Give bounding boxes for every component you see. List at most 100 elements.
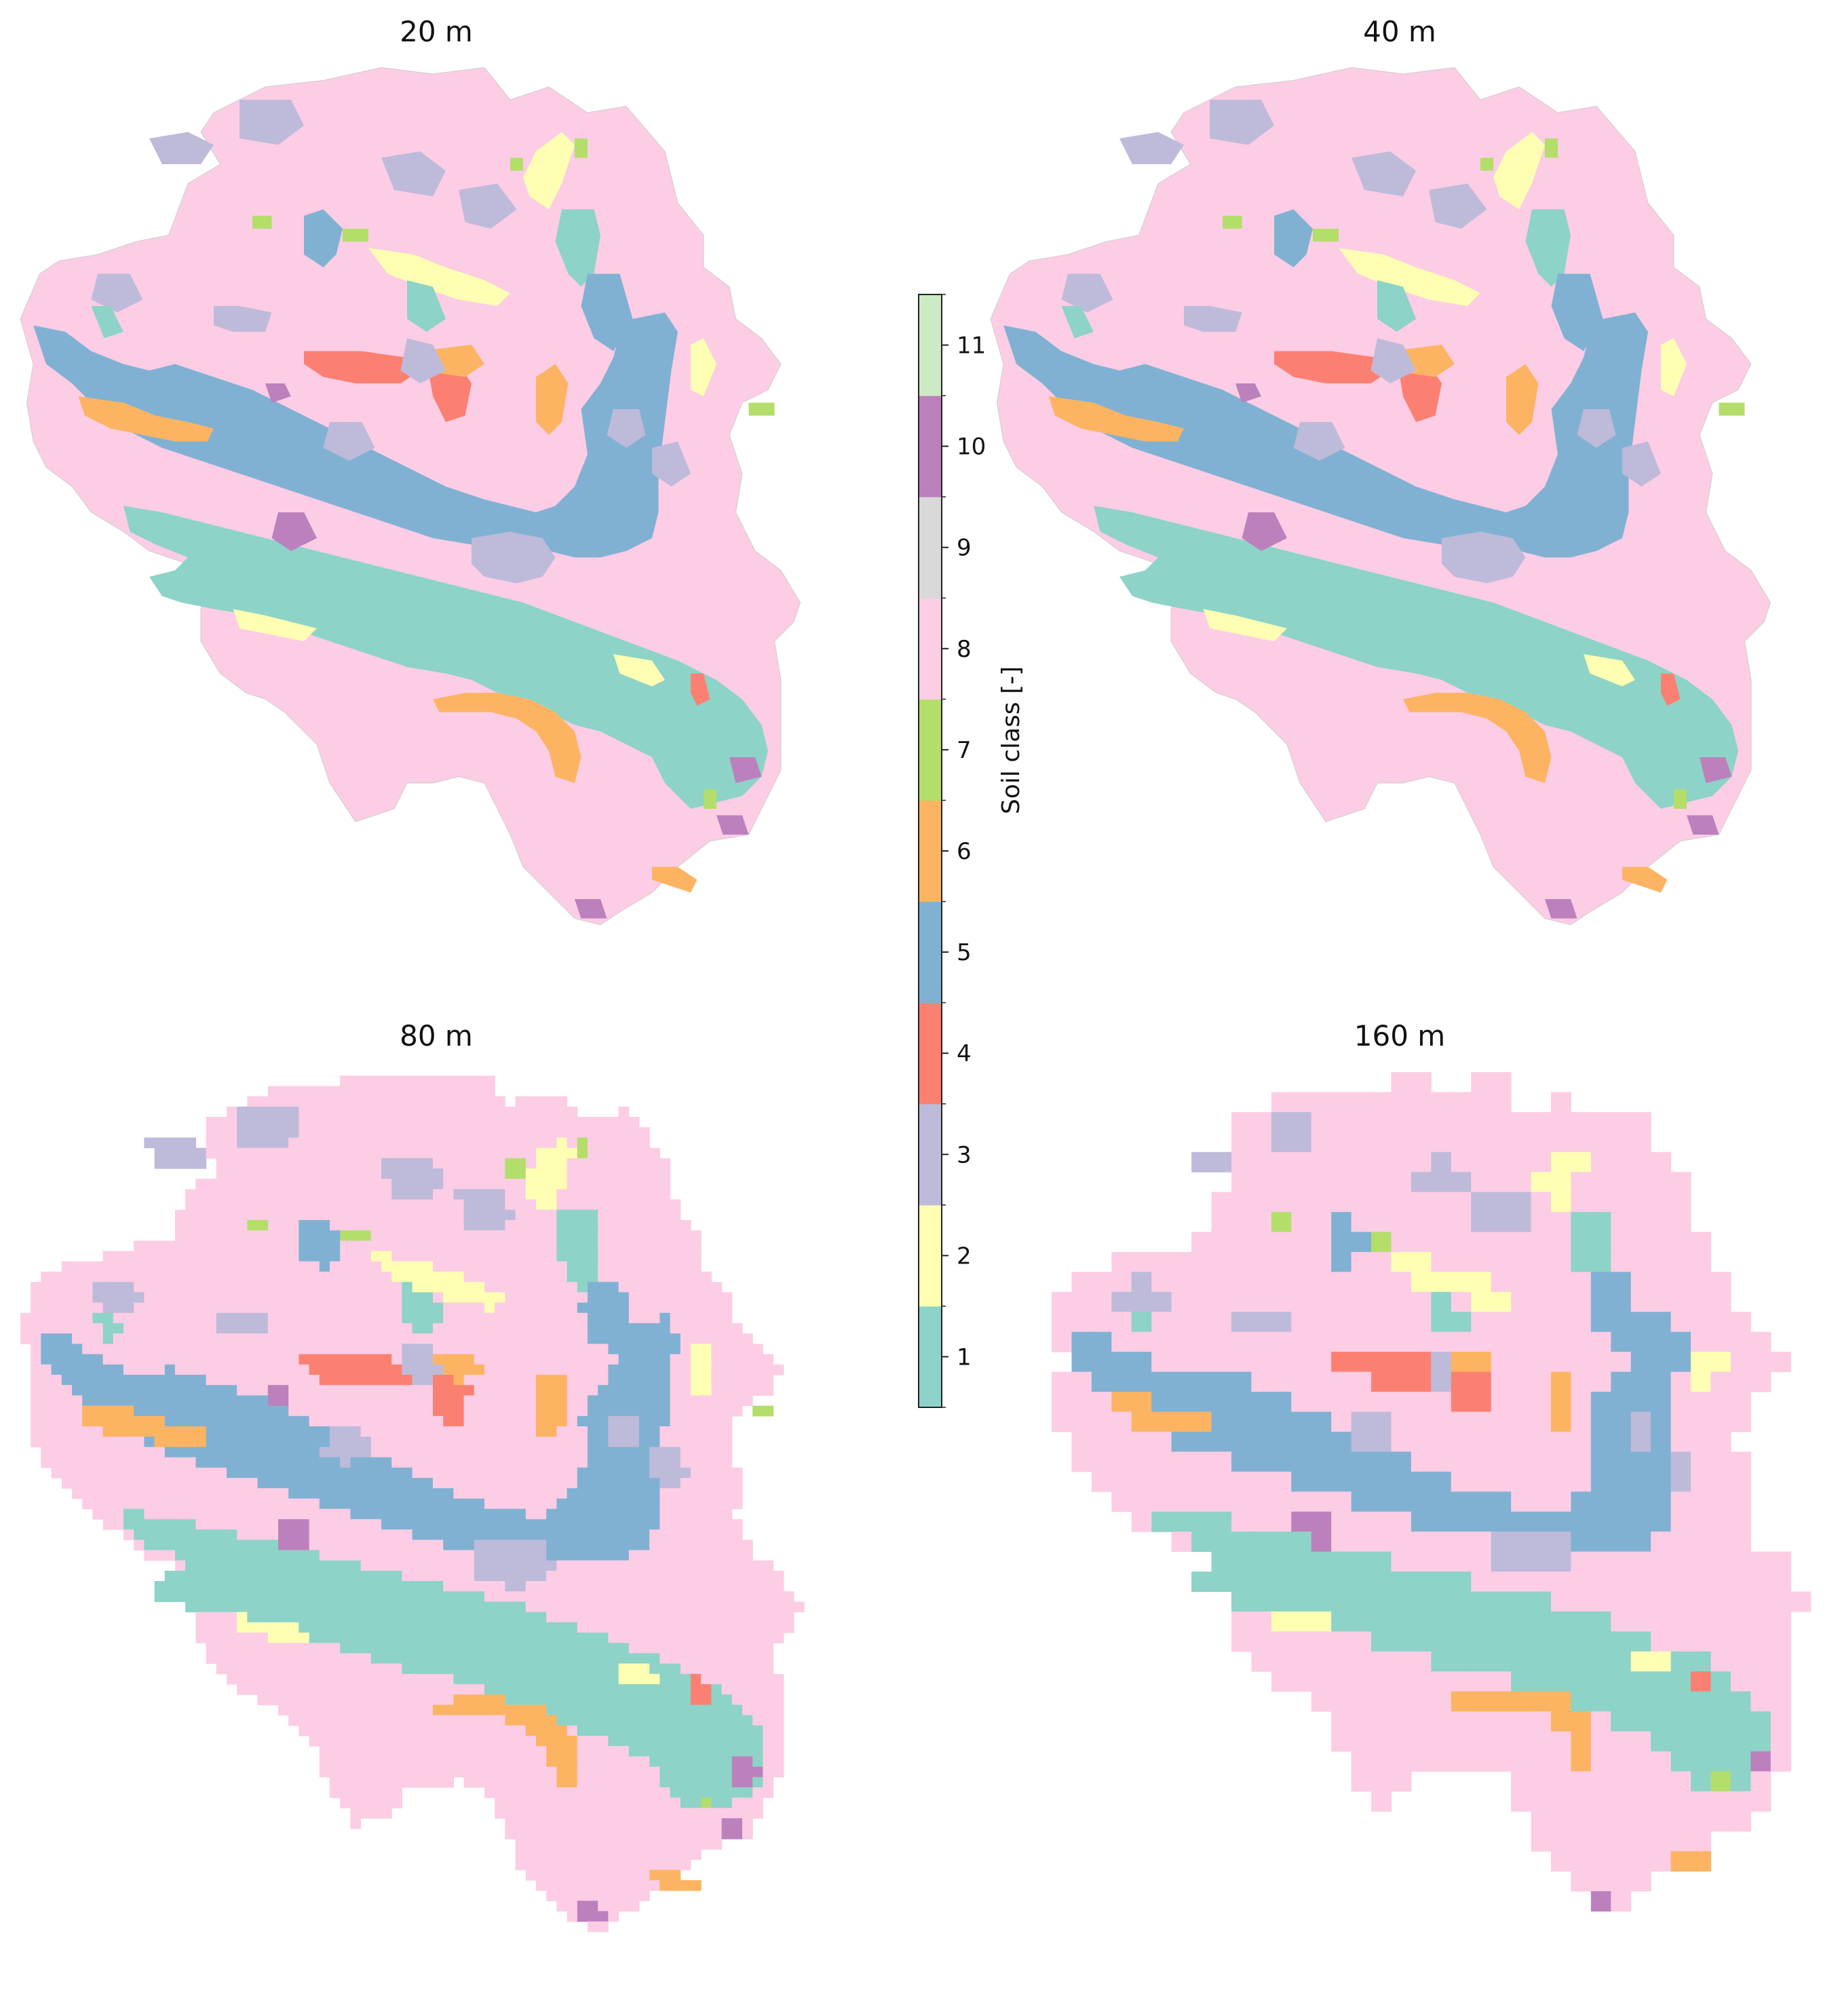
soil-pixel-class-8 — [381, 1550, 392, 1561]
soil-pixel-class-8 — [227, 1612, 237, 1623]
soil-pixel-class-8 — [72, 1272, 83, 1282]
soil-pixel-class-8 — [649, 1240, 660, 1252]
soil-pixel-class-8 — [340, 1705, 351, 1716]
soil-pixel-class-8 — [1231, 1111, 1252, 1133]
soil-pixel-class-8 — [721, 1570, 733, 1582]
soil-pixel-class-8 — [402, 1127, 413, 1138]
soil-pixel-class-3 — [536, 1560, 547, 1572]
soil-pixel-class-1 — [185, 1560, 196, 1572]
soil-pixel-class-8 — [350, 1292, 362, 1304]
soil-pixel-class-5 — [608, 1478, 619, 1489]
soil-pixel-class-8 — [1531, 1431, 1552, 1452]
soil-pixel-class-1 — [247, 1591, 258, 1602]
soil-pixel-class-8 — [680, 1272, 691, 1282]
soil-pixel-class-6 — [164, 1437, 176, 1447]
soil-pixel-class-5 — [618, 1498, 630, 1510]
soil-pixel-class-1 — [691, 1715, 702, 1726]
soil-pixel-class-1 — [731, 1746, 743, 1757]
soil-pixel-class-8 — [391, 1385, 402, 1396]
soil-pixel-class-1 — [536, 1643, 547, 1654]
soil-pixel-class-1 — [691, 1746, 702, 1757]
soil-pixel-class-6 — [1131, 1411, 1152, 1432]
soil-pixel-class-8 — [701, 1312, 712, 1324]
soil-pixel-class-8 — [711, 1333, 723, 1344]
soil-pixel-class-1 — [412, 1591, 423, 1602]
soil-pixel-class-5 — [1630, 1312, 1651, 1333]
soil-pixel-class-8 — [216, 1344, 227, 1355]
soil-pixel-class-8 — [319, 1756, 330, 1768]
soil-pixel-class-8 — [1611, 1232, 1632, 1253]
soil-pixel-class-8 — [195, 1272, 207, 1282]
soil-pixel-class-8 — [639, 1312, 650, 1324]
soil-pixel-class-5 — [1271, 1392, 1292, 1413]
soil-pixel-class-1 — [505, 1633, 516, 1643]
soil-pixel-class-8 — [443, 1220, 454, 1231]
soil-pixel-class-8 — [453, 1766, 465, 1778]
soil-pixel-class-5 — [618, 1375, 630, 1386]
soil-pixel-class-8 — [608, 1199, 619, 1211]
soil-pixel-class-8 — [691, 1395, 702, 1407]
soil-pixel-class-8 — [495, 1106, 505, 1118]
soil-pixel-class-8 — [195, 1209, 207, 1221]
soil-pixel-class-8 — [206, 1240, 217, 1252]
soil-pixel-class-8 — [267, 1364, 279, 1375]
soil-pixel-class-4 — [319, 1364, 330, 1375]
soil-pixel-class-8 — [370, 1137, 382, 1149]
soil-pixel-class-8 — [340, 1147, 351, 1159]
soil-pixel-class-6 — [525, 1715, 537, 1726]
soil-pixel-class-8 — [608, 1158, 619, 1169]
soil-pixel-class-8 — [577, 1849, 588, 1860]
soil-pixel-class-8 — [1531, 1132, 1552, 1153]
soil-pixel-class-8 — [463, 1776, 475, 1788]
soil-pixel-class-8 — [433, 1447, 444, 1458]
soil-pixel-class-6 — [659, 1880, 671, 1891]
soil-pixel-class-1 — [443, 1601, 454, 1613]
soil-pixel-class-8 — [360, 1240, 372, 1252]
soil-pixel-class-6 — [185, 1426, 196, 1437]
soil-pixel-class-8 — [1651, 1232, 1672, 1253]
soil-pixel-class-8 — [443, 1447, 454, 1458]
soil-pixel-class-8 — [422, 1705, 434, 1716]
soil-pixel-class-8 — [350, 1147, 362, 1159]
soil-pixel-class-8 — [680, 1488, 691, 1499]
soil-pixel-class-8 — [288, 1199, 299, 1211]
soil-pixel-class-5 — [1391, 1471, 1412, 1492]
soil-pixel-class-8 — [639, 1591, 650, 1602]
soil-pixel-class-8 — [340, 1086, 351, 1097]
soil-pixel-class-5 — [628, 1467, 640, 1479]
soil-pixel-class-1 — [463, 1653, 475, 1665]
soil-pixel-class-8 — [164, 1333, 176, 1344]
soil-pixel-class-8 — [670, 1395, 681, 1407]
soil-pixel-class-8 — [360, 1086, 372, 1097]
soil-pixel-class-5 — [92, 1375, 104, 1386]
soil-pixel-class-1 — [402, 1282, 413, 1293]
soil-pixel-class-1 — [453, 1633, 465, 1643]
soil-pixel-class-1 — [257, 1591, 269, 1602]
soil-pixel-class-3 — [525, 1560, 537, 1572]
soil-pixel-class-8 — [608, 1612, 619, 1623]
soil-pixel-class-3 — [175, 1137, 186, 1149]
soil-pixel-class-1 — [102, 1323, 114, 1334]
soil-region-class-7-north2 — [1480, 157, 1493, 171]
soil-pixel-class-8 — [525, 1859, 537, 1871]
soil-pixel-class-1 — [422, 1302, 434, 1314]
soil-pixel-class-8 — [330, 1766, 341, 1778]
soil-pixel-class-8 — [711, 1818, 723, 1829]
soil-pixel-class-8 — [1151, 1431, 1172, 1452]
soil-pixel-class-8 — [556, 1272, 568, 1282]
soil-pixel-class-8 — [1730, 1331, 1751, 1352]
soil-pixel-class-5 — [360, 1467, 372, 1479]
soil-pixel-class-8 — [577, 1158, 588, 1169]
soil-pixel-class-8 — [618, 1199, 630, 1211]
soil-pixel-class-2 — [556, 1158, 568, 1169]
soil-pixel-class-8 — [350, 1261, 362, 1272]
soil-pixel-class-8 — [701, 1653, 712, 1665]
soil-pixel-class-8 — [319, 1705, 330, 1716]
soil-pixel-class-5 — [278, 1415, 289, 1427]
soil-pixel-class-8 — [608, 1839, 619, 1850]
soil-pixel-class-3 — [391, 1168, 402, 1179]
soil-pixel-class-5 — [639, 1375, 650, 1386]
soil-pixel-class-8 — [391, 1251, 402, 1262]
soil-pixel-class-8 — [72, 1478, 83, 1489]
soil-pixel-class-8 — [82, 1344, 93, 1355]
